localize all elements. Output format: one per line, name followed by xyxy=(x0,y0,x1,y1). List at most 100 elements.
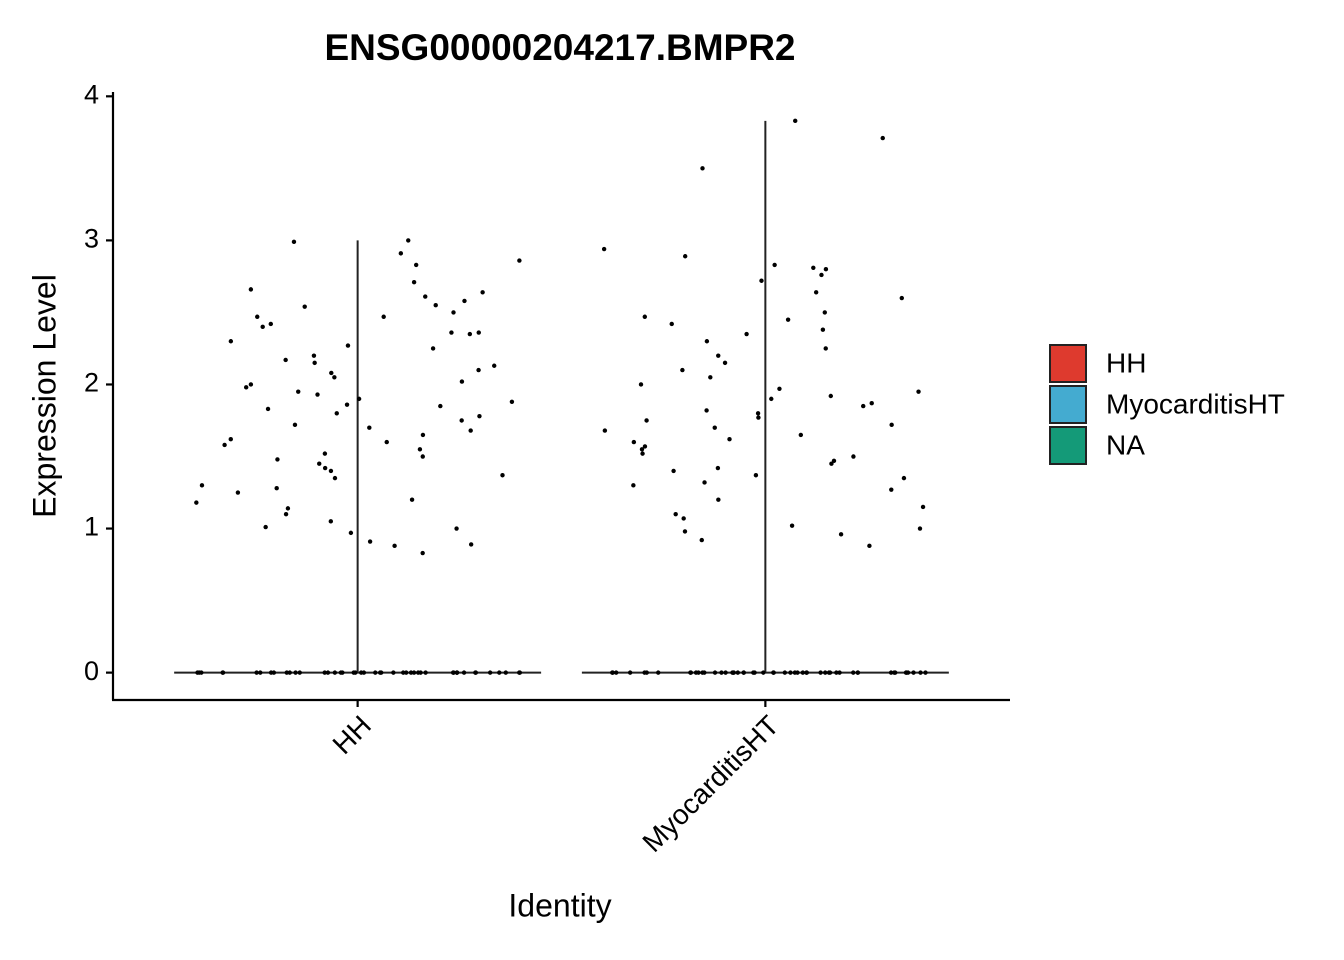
data-point xyxy=(727,437,732,442)
data-point xyxy=(829,461,834,466)
data-point xyxy=(869,401,874,406)
data-point xyxy=(642,444,648,449)
data-point xyxy=(462,298,467,304)
data-point xyxy=(704,339,710,344)
data-point xyxy=(639,447,645,452)
legend-label: MyocarditisHT xyxy=(1106,388,1285,419)
data-point xyxy=(268,321,273,327)
data-point xyxy=(373,670,378,675)
data-point xyxy=(423,670,428,675)
data-point xyxy=(700,166,705,171)
data-point xyxy=(819,272,824,278)
data-point xyxy=(719,670,724,675)
data-point xyxy=(348,530,354,536)
data-point xyxy=(700,670,705,675)
data-point xyxy=(827,670,833,675)
data-point xyxy=(228,339,234,344)
data-point xyxy=(332,375,337,380)
data-point xyxy=(823,346,828,351)
y-tick-label: 0 xyxy=(84,656,99,686)
data-point xyxy=(920,504,926,510)
data-point xyxy=(892,670,897,675)
data-point xyxy=(823,670,828,675)
data-point xyxy=(669,321,674,327)
data-point xyxy=(610,670,615,675)
y-tick-label: 3 xyxy=(84,224,99,254)
data-point xyxy=(761,670,766,675)
data-point xyxy=(901,475,907,481)
data-point xyxy=(795,670,800,675)
data-point xyxy=(627,670,633,675)
data-point xyxy=(889,422,894,428)
data-point xyxy=(344,402,350,407)
data-point xyxy=(834,670,839,675)
data-point xyxy=(905,670,911,675)
data-point xyxy=(322,670,327,675)
y-axis-title: Expression Level xyxy=(26,274,62,518)
data-point xyxy=(353,670,358,675)
data-point xyxy=(248,287,254,292)
data-point xyxy=(851,670,856,675)
data-point xyxy=(283,511,289,517)
data-point xyxy=(243,385,249,390)
data-point xyxy=(454,670,460,675)
x-tick-label: MyocarditisHT xyxy=(636,710,784,858)
data-point xyxy=(602,428,608,433)
data-point xyxy=(702,480,707,485)
data-point xyxy=(744,331,749,337)
data-point xyxy=(704,408,709,413)
data-point xyxy=(477,413,482,419)
data-point xyxy=(406,238,411,243)
data-point xyxy=(818,670,823,675)
data-point xyxy=(292,422,298,428)
data-point xyxy=(517,258,522,263)
data-point xyxy=(418,670,423,675)
data-point xyxy=(451,310,456,315)
data-point xyxy=(235,490,241,495)
data-point xyxy=(671,468,676,474)
chart-title: ENSG00000204217.BMPR2 xyxy=(324,27,795,68)
data-point xyxy=(867,543,872,549)
data-point xyxy=(735,670,741,675)
data-point xyxy=(855,670,860,675)
data-point xyxy=(497,670,502,675)
data-point xyxy=(199,483,205,488)
data-point xyxy=(408,670,414,675)
data-point xyxy=(917,526,923,531)
data-point xyxy=(433,303,438,308)
data-point xyxy=(285,506,291,511)
data-point xyxy=(723,670,728,675)
data-point xyxy=(468,428,473,433)
legend-label: NA xyxy=(1106,429,1145,460)
data-point xyxy=(413,262,419,268)
data-point xyxy=(423,294,428,299)
data-point xyxy=(916,389,921,394)
violin xyxy=(174,240,542,674)
data-point xyxy=(642,314,648,319)
data-point xyxy=(283,357,288,363)
data-point xyxy=(837,670,842,675)
data-point xyxy=(361,670,367,675)
data-point xyxy=(682,529,688,534)
data-point xyxy=(673,511,678,517)
data-point xyxy=(753,473,759,478)
data-point xyxy=(296,389,301,394)
data-point xyxy=(367,539,373,544)
data-point xyxy=(838,532,844,537)
data-point xyxy=(297,670,302,675)
data-point xyxy=(275,457,280,462)
y-tick-label: 2 xyxy=(84,368,99,398)
data-point xyxy=(265,406,271,412)
data-point xyxy=(195,670,200,675)
data-point xyxy=(822,310,827,315)
data-point xyxy=(302,304,307,309)
data-point xyxy=(461,670,467,675)
data-point xyxy=(467,331,473,337)
data-point xyxy=(682,254,688,259)
data-point xyxy=(813,290,819,295)
data-point xyxy=(398,251,404,256)
data-point xyxy=(328,519,334,524)
data-point xyxy=(741,670,746,675)
legend-key xyxy=(1049,426,1087,465)
data-point xyxy=(831,458,837,464)
